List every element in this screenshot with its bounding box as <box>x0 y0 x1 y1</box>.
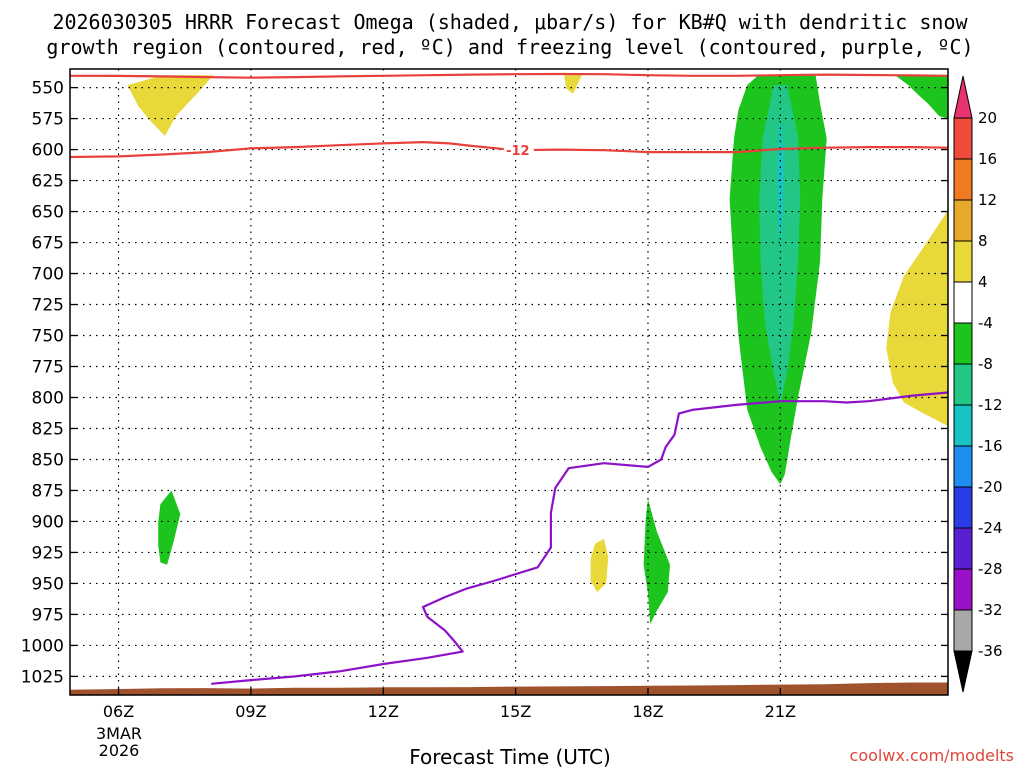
y-tick-label: 900 <box>32 512 64 532</box>
colorbar-segment <box>953 609 973 652</box>
y-tick-label: 1000 <box>21 636 64 656</box>
colorbar-label: -32 <box>978 601 1003 619</box>
y-tick-label: 950 <box>32 574 64 594</box>
y-tick-label: 550 <box>32 79 64 99</box>
x-axis-ticks: 06Z 09Z 12Z 15Z 18Z 21Z <box>103 688 796 721</box>
colorbar-label: 20 <box>978 109 997 127</box>
colorbar-segment <box>953 363 973 406</box>
omega-shaded-region-5 <box>837 75 948 119</box>
chart-title-line-1: 2026030305 HRRR Forecast Omega (shaded, … <box>52 10 968 34</box>
colorbar-label: -16 <box>978 437 1003 455</box>
y-tick-label: 650 <box>32 203 64 223</box>
y-tick-label: 700 <box>32 265 64 285</box>
colorbar-label: 16 <box>978 150 997 168</box>
date-label-day: 3MAR <box>96 724 142 743</box>
contour-line-2 <box>211 391 948 685</box>
colorbar-segment <box>953 240 973 283</box>
colorbar-label: 4 <box>978 273 988 291</box>
colorbar-label: 12 <box>978 191 997 209</box>
y-tick-label: 775 <box>32 358 64 378</box>
omega-shaded-region-0 <box>127 75 214 136</box>
colorbar-label: -20 <box>978 478 1003 496</box>
y-tick-label: 625 <box>32 172 64 192</box>
colorbar-segment <box>953 568 973 611</box>
colorbar-label: -8 <box>978 355 993 373</box>
x-tick-label: 15Z <box>500 702 531 721</box>
y-tick-label: 925 <box>32 543 64 563</box>
chart-title-line-2: growth region (contoured, red, ºC) and f… <box>46 35 973 59</box>
x-tick-label: 09Z <box>235 702 266 721</box>
colorbar-bottom-arrow <box>953 650 973 693</box>
plot-frame <box>69 68 949 696</box>
y-tick-label: 600 <box>32 141 64 161</box>
x-tick-label: 18Z <box>632 702 663 721</box>
contour-label: -12 <box>506 144 530 159</box>
colorbar-segment <box>953 527 973 570</box>
y-tick-label: 575 <box>32 110 64 130</box>
omega-shaded-region-7 <box>643 499 670 625</box>
colorbar-top-arrow <box>953 75 973 119</box>
colorbar-segment <box>953 117 973 160</box>
y-tick-label: 825 <box>32 419 64 439</box>
colorbar-label: -12 <box>978 396 1003 414</box>
terrain-fill <box>70 682 948 695</box>
omega-shaded-region-3 <box>886 210 948 426</box>
x-tick-label: 06Z <box>103 702 134 721</box>
colorbar-label: -24 <box>978 519 1003 537</box>
y-tick-label: 675 <box>32 234 64 254</box>
colorbar-segment <box>953 322 973 365</box>
contour-line-1 <box>70 72 948 79</box>
colorbar-segment <box>953 404 973 447</box>
y-tick-label: 875 <box>32 481 64 501</box>
x-tick-label: 21Z <box>765 702 796 721</box>
omega-shaded-region-6 <box>158 490 181 565</box>
contour-line-0 <box>70 141 948 159</box>
x-tick-label: 12Z <box>368 702 399 721</box>
colorbar-segment <box>953 199 973 242</box>
colorbar-label: -36 <box>978 642 1003 660</box>
contour-label-background <box>503 142 534 159</box>
y-axis-ticks: 550 575 600 625 650 675 700 725 750 775 800 825 850 8… <box>21 79 948 687</box>
colorbar: 20 16 12 8 4 -4 -8 -12 -16 -20 -24 -28 -32 -36 <box>953 75 1003 693</box>
colorbar-label: 8 <box>978 232 988 250</box>
date-label-year: 2026 <box>99 741 140 760</box>
colorbar-segment <box>953 158 973 201</box>
colorbar-segment <box>953 445 973 488</box>
colorbar-label: -4 <box>978 314 993 332</box>
y-tick-label: 1025 <box>21 667 64 687</box>
omega-shaded-region-8 <box>759 85 801 404</box>
plot-area: -12 <box>69 68 949 696</box>
colorbar-segment <box>953 486 973 529</box>
credit-text: coolwx.com/modelts <box>850 746 1014 765</box>
y-tick-label: 750 <box>32 327 64 347</box>
colorbar-label: -28 <box>978 560 1003 578</box>
y-tick-label: 850 <box>32 450 64 470</box>
y-tick-label: 975 <box>32 605 64 625</box>
x-axis-label: Forecast Time (UTC) <box>409 745 611 768</box>
omega-shaded-region-1 <box>564 75 582 94</box>
colorbar-segment <box>953 281 973 324</box>
y-tick-label: 725 <box>32 296 64 316</box>
y-tick-label: 800 <box>32 388 64 408</box>
